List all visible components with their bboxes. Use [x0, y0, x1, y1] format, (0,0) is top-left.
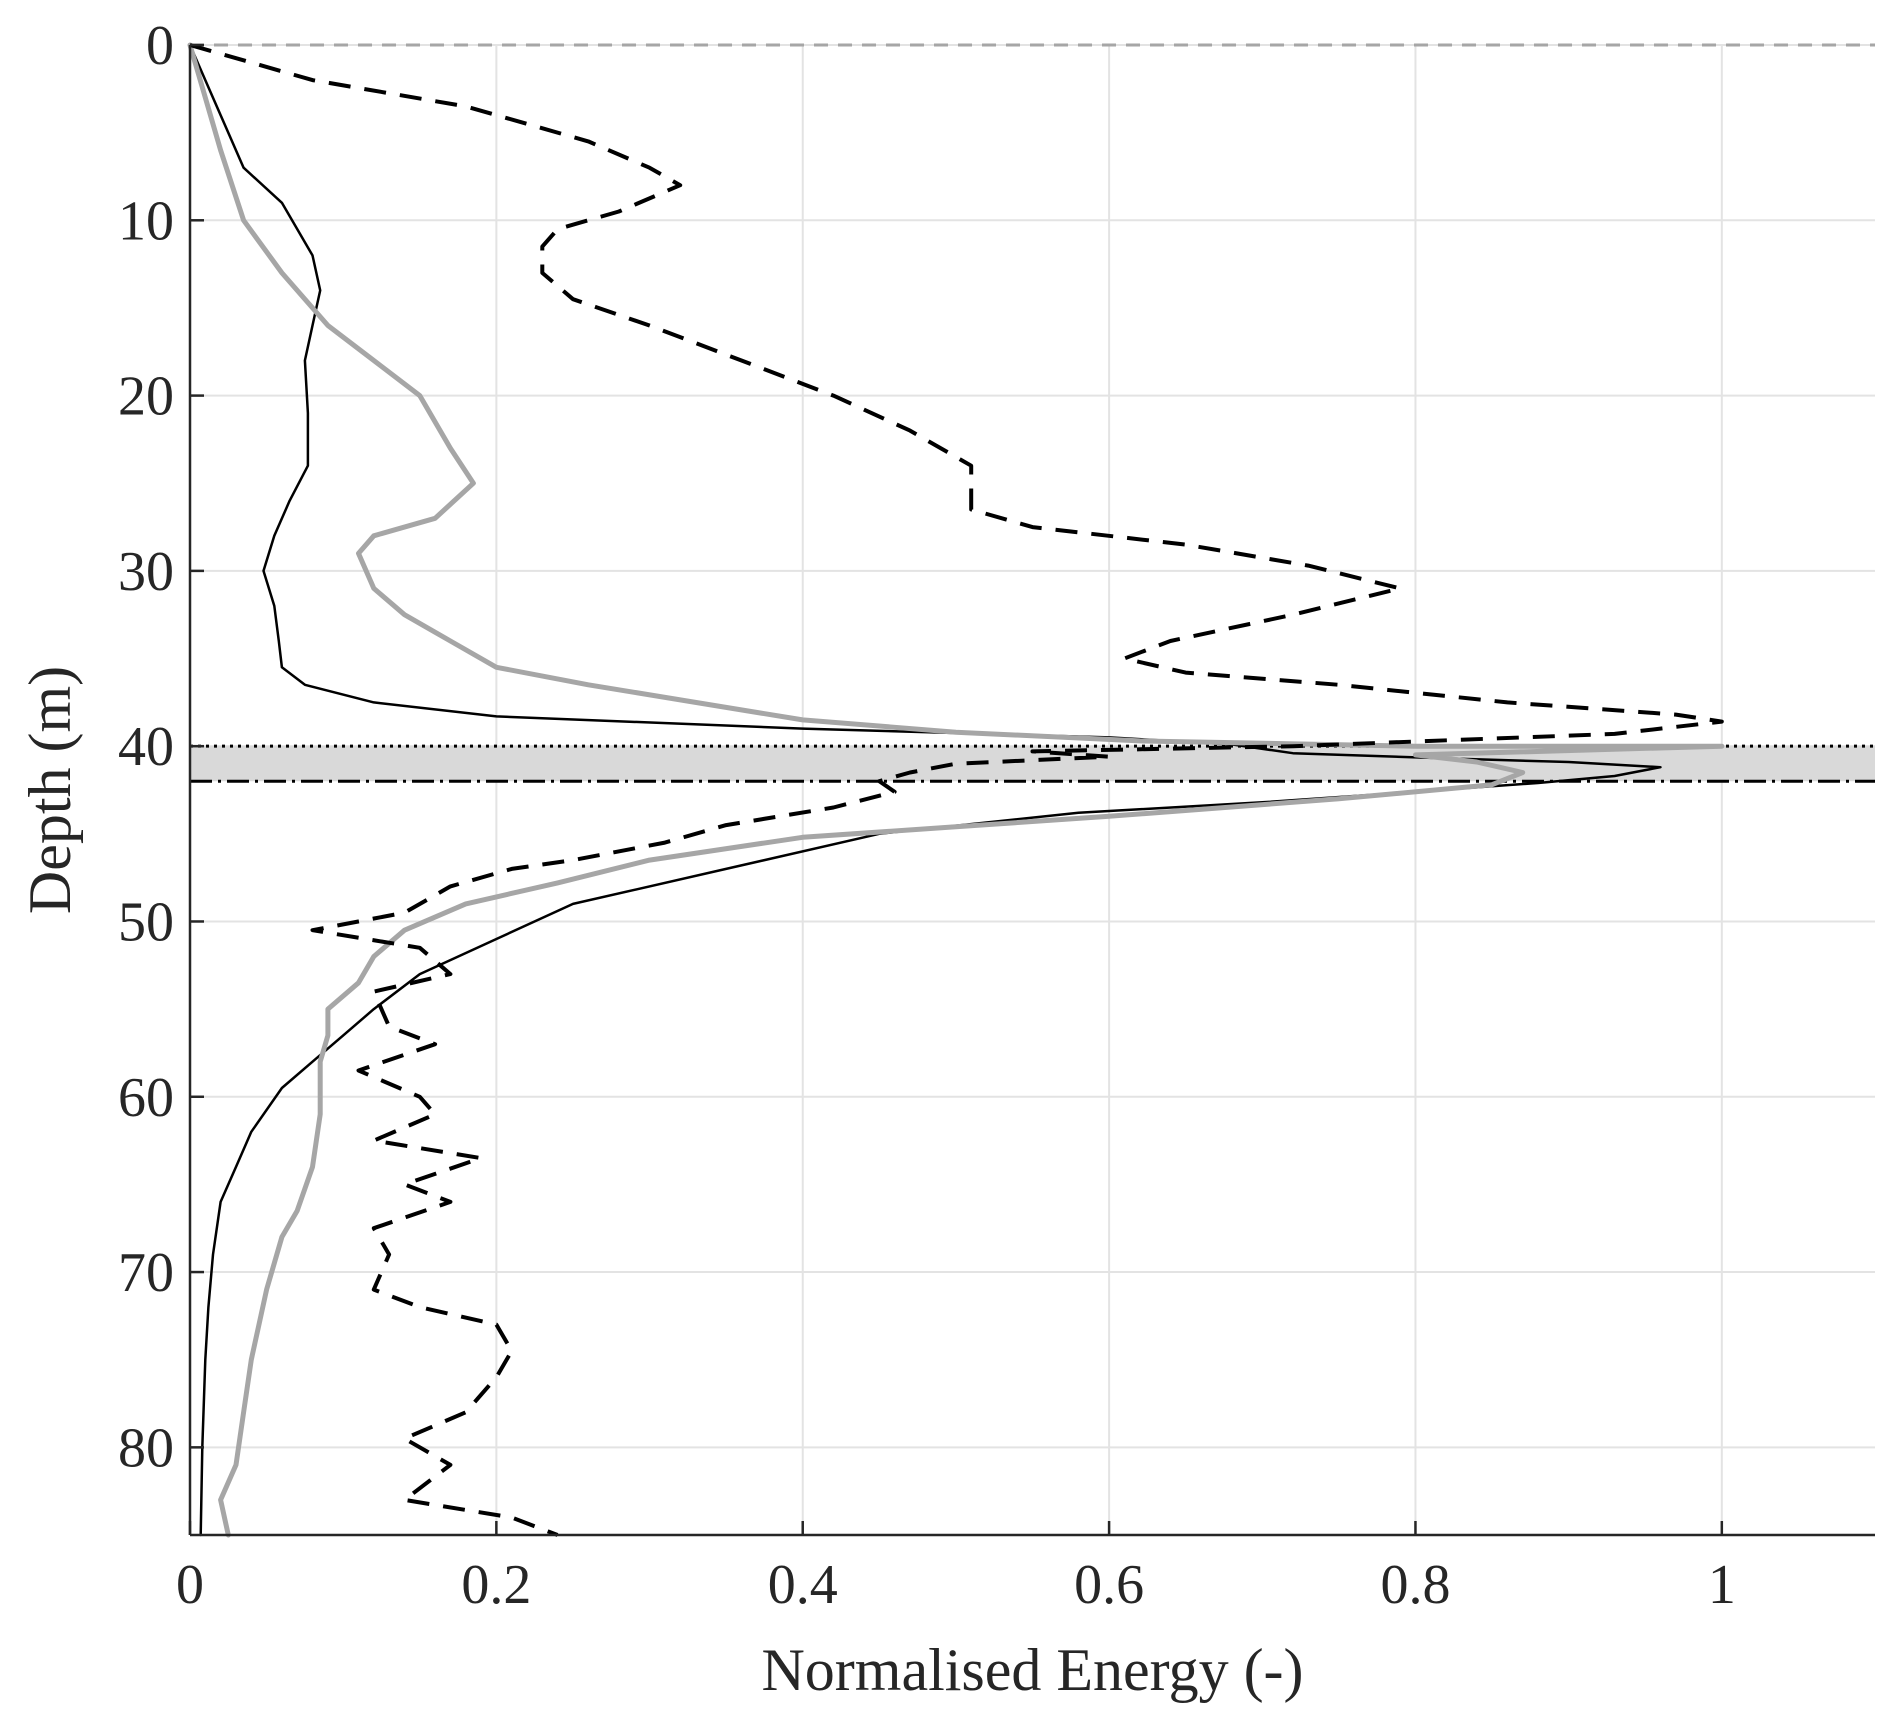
y-tick-label-0: 0 [146, 15, 174, 77]
y-tick-label-6: 60 [118, 1067, 174, 1129]
y-axis-title: Depth (m) [17, 666, 83, 914]
y-tick-label-4: 40 [118, 716, 174, 778]
x-tick-label-5: 1 [1708, 1554, 1736, 1616]
y-tick-label-7: 70 [118, 1242, 174, 1304]
y-tick-label-1: 10 [118, 190, 174, 252]
series-line-grey-thick [187, 42, 1725, 1538]
x-tick-label-3: 0.6 [1074, 1554, 1144, 1616]
y-tick-label-2: 20 [118, 366, 174, 428]
x-axis-title: Normalised Energy (-) [761, 1637, 1303, 1703]
x-tick-label-2: 0.4 [768, 1554, 838, 1616]
series-layer [187, 42, 1725, 1538]
y-tick-label-5: 50 [118, 891, 174, 953]
y-tick-label-8: 80 [118, 1417, 174, 1479]
reference-lines-layer [190, 43, 1875, 783]
x-tick-label-4: 0.8 [1380, 1554, 1450, 1616]
x-tick-label-0: 0 [176, 1554, 204, 1616]
y-tick-label-3: 30 [118, 541, 174, 603]
axes-layer [188, 43, 1875, 1537]
x-tick-label-1: 0.2 [461, 1554, 531, 1616]
